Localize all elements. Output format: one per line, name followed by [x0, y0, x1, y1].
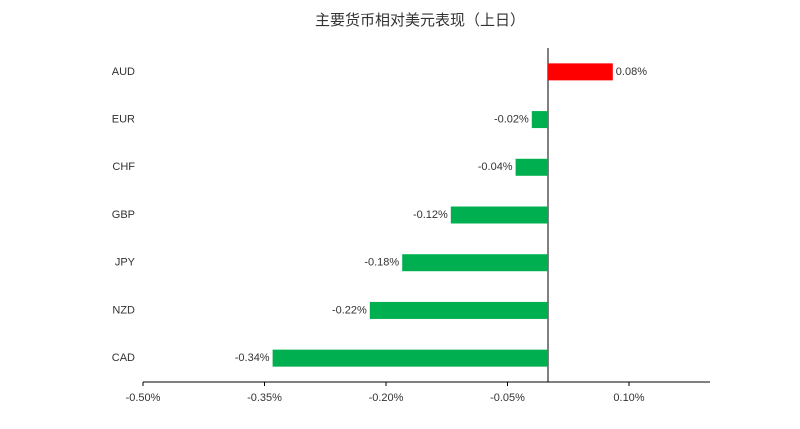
value-label: -0.34% — [235, 352, 270, 364]
y-tick-label: JPY — [115, 257, 136, 269]
y-tick-label: EUR — [112, 113, 135, 125]
y-tick-label: AUD — [112, 66, 135, 78]
value-label: -0.18% — [364, 257, 399, 269]
bar — [402, 254, 548, 272]
y-tick-label: GBP — [112, 209, 135, 221]
bar — [515, 158, 548, 176]
value-label: -0.04% — [478, 161, 513, 173]
y-tick-label: CHF — [112, 161, 135, 173]
x-tick-label: -0.50% — [126, 392, 161, 404]
bar — [531, 111, 548, 129]
x-tick-label: -0.20% — [369, 392, 404, 404]
chart-title: 主要货币相对美元表现（上日） — [315, 12, 525, 29]
y-tick-label: CAD — [112, 352, 135, 364]
x-tick-label: -0.05% — [490, 392, 525, 404]
value-label: -0.22% — [332, 304, 367, 316]
value-label: -0.02% — [494, 113, 529, 125]
y-tick-label: NZD — [112, 304, 135, 316]
bar — [450, 206, 548, 224]
value-label: -0.12% — [413, 209, 448, 221]
x-tick-label: -0.35% — [247, 392, 282, 404]
bar — [272, 349, 548, 367]
bar — [369, 301, 548, 319]
value-label: 0.08% — [616, 66, 647, 78]
bar — [548, 63, 613, 81]
x-tick-label: 0.10% — [613, 392, 644, 404]
